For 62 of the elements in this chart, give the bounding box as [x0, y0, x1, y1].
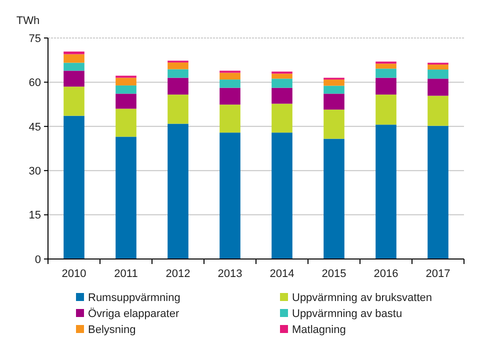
- y-axis-title: TWh: [16, 15, 40, 27]
- bar: [324, 110, 344, 139]
- y-tick-label: 60: [28, 77, 41, 90]
- bar: [116, 136, 136, 259]
- bar: [324, 80, 344, 86]
- bar: [220, 132, 240, 259]
- bar: [168, 94, 188, 124]
- bar: [428, 64, 448, 70]
- bar: [272, 104, 292, 133]
- bar: [376, 78, 396, 95]
- bar: [272, 88, 292, 104]
- bar: [272, 132, 292, 259]
- y-tick-label: 75: [28, 32, 41, 45]
- bar: [220, 72, 240, 80]
- legend-label: Uppvärmning av bruksvatten: [292, 292, 432, 304]
- y-tick-label: 45: [28, 121, 41, 134]
- x-tick-label: 2016: [374, 268, 398, 280]
- bar: [376, 94, 396, 125]
- legend-label: Matlagning: [292, 324, 346, 336]
- bar: [64, 54, 84, 63]
- bar: [220, 80, 240, 88]
- bar: [64, 62, 84, 71]
- bar: [324, 86, 344, 94]
- bar: [220, 104, 240, 133]
- x-tick-label: 2014: [270, 268, 294, 280]
- x-tick-label: 2012: [166, 268, 190, 280]
- bar: [116, 85, 136, 94]
- legend-label: Belysning: [88, 324, 136, 336]
- bar: [168, 69, 188, 78]
- bar: [428, 70, 448, 79]
- bar: [324, 94, 344, 110]
- bar: [272, 74, 292, 79]
- bar: [428, 126, 448, 259]
- legend-label: Rumsuppvärmning: [88, 292, 180, 304]
- y-tick-label: 30: [28, 165, 41, 178]
- x-tick-label: 2011: [114, 268, 138, 280]
- bar: [324, 138, 344, 259]
- x-tick-label: 2013: [218, 268, 242, 280]
- x-tick-label: 2010: [62, 268, 86, 280]
- bar: [116, 78, 136, 86]
- bar: [64, 86, 84, 116]
- bar: [116, 108, 136, 137]
- bar: [272, 78, 292, 88]
- bar: [64, 52, 84, 54]
- y-tick-label: 15: [28, 210, 41, 222]
- x-tick-label: 2017: [426, 268, 450, 280]
- bar: [428, 78, 448, 96]
- bar: [376, 64, 396, 69]
- legend-label: Uppvärmning av bastu: [292, 308, 402, 320]
- legend-label: Övriga elapparater: [88, 306, 180, 320]
- bar: [168, 124, 188, 259]
- bar: [220, 88, 240, 105]
- y-tick-label: 0: [34, 254, 41, 266]
- bar: [376, 68, 396, 78]
- bar: [168, 78, 188, 95]
- bar: [168, 62, 188, 70]
- bar: [64, 116, 84, 259]
- bar: [376, 124, 396, 259]
- bar: [64, 70, 84, 87]
- x-tick-label: 2015: [322, 268, 346, 280]
- bar: [428, 96, 448, 126]
- bar: [116, 94, 136, 109]
